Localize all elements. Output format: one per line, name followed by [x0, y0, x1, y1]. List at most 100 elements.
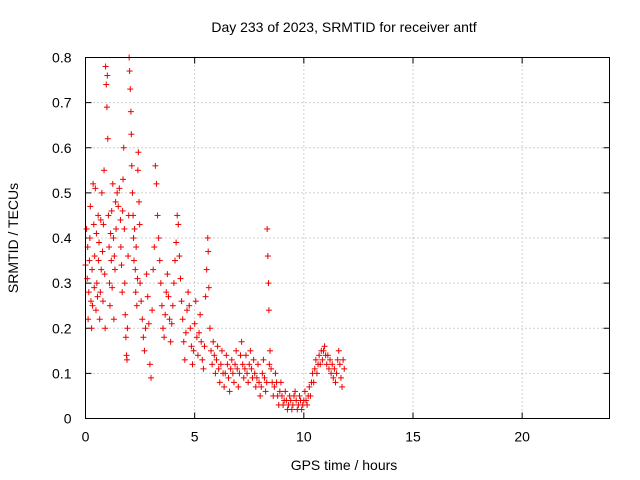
data-point [213, 356, 220, 363]
data-point [247, 347, 254, 354]
data-point [325, 365, 332, 372]
data-point [134, 167, 141, 174]
data-point [133, 302, 140, 309]
data-point [323, 361, 330, 368]
data-point [209, 361, 216, 368]
data-point [97, 289, 104, 296]
y-tick-label: 0.8 [52, 50, 72, 66]
data-point [134, 275, 141, 282]
y-tick-label: 0.1 [52, 365, 72, 381]
data-point [205, 248, 212, 255]
data-point [119, 207, 126, 214]
data-point [211, 352, 218, 359]
data-point [122, 334, 129, 341]
data-point [126, 68, 133, 75]
data-point [113, 225, 120, 232]
data-point [106, 244, 113, 251]
data-point [310, 379, 317, 386]
data-point [246, 361, 253, 368]
data-point [141, 347, 148, 354]
data-point [106, 302, 113, 309]
data-point [93, 230, 100, 237]
data-point [202, 293, 209, 300]
data-point [163, 289, 170, 296]
data-point [265, 307, 272, 314]
data-point [337, 374, 344, 381]
data-point [104, 72, 111, 79]
data-point [320, 347, 327, 354]
data-point [135, 198, 142, 205]
data-point [109, 180, 116, 187]
data-point [89, 302, 96, 309]
data-point [128, 131, 135, 138]
data-point [124, 325, 131, 332]
data-point [102, 325, 109, 332]
data-point [178, 298, 185, 305]
data-point [262, 388, 269, 395]
x-axis-title: GPS time / hours [291, 457, 398, 473]
data-point [91, 284, 98, 291]
data-point [257, 392, 264, 399]
data-point [328, 370, 335, 377]
data-point [127, 108, 134, 115]
data-point [127, 86, 134, 93]
data-point [196, 329, 203, 336]
data-point [162, 311, 169, 318]
data-point [301, 388, 308, 395]
data-point [92, 185, 99, 192]
data-point [95, 257, 102, 264]
data-point [122, 311, 129, 318]
data-point [132, 266, 139, 273]
data-point [85, 316, 92, 323]
data-point [105, 212, 112, 219]
data-point [179, 316, 186, 323]
data-point [154, 212, 161, 219]
data-point [83, 225, 90, 232]
data-point [85, 289, 92, 296]
data-point [332, 379, 339, 386]
data-point [264, 253, 271, 260]
data-point [206, 325, 213, 332]
data-point [151, 244, 158, 251]
data-point [165, 293, 172, 300]
data-point [100, 221, 107, 228]
data-point [312, 356, 319, 363]
data-point [182, 329, 189, 336]
data-point [237, 352, 244, 359]
y-tick-label: 0.3 [52, 275, 72, 291]
data-point [210, 338, 217, 345]
y-tick-labels: 0 0.1 0.2 0.3 0.4 0.5 0.6 0.7 0.8 [52, 50, 72, 427]
data-point [316, 352, 323, 359]
data-point [266, 361, 273, 368]
data-point [89, 266, 96, 273]
data-point [137, 280, 144, 287]
data-point [239, 361, 246, 368]
data-point [121, 225, 128, 232]
data-point [138, 298, 145, 305]
data-point [156, 257, 163, 264]
data-point [256, 379, 263, 386]
data-point [152, 162, 159, 169]
chart-title: Day 233 of 2023, SRMTID for receiver ant… [211, 19, 476, 35]
data-point [319, 356, 326, 363]
data-point [176, 253, 183, 260]
data-point [108, 207, 115, 214]
data-point [169, 302, 176, 309]
data-point [114, 189, 121, 196]
data-point [130, 257, 137, 264]
data-point [224, 361, 231, 368]
data-point [223, 352, 230, 359]
data-point [280, 401, 287, 408]
data-point [112, 198, 119, 205]
data-point [198, 338, 205, 345]
data-point [117, 216, 124, 223]
data-point [111, 253, 118, 260]
data-point [136, 221, 143, 228]
data-point [177, 275, 184, 282]
data-point [189, 361, 196, 368]
data-point [128, 162, 135, 169]
data-point [245, 379, 252, 386]
data-point [149, 307, 156, 314]
data-point [99, 298, 106, 305]
